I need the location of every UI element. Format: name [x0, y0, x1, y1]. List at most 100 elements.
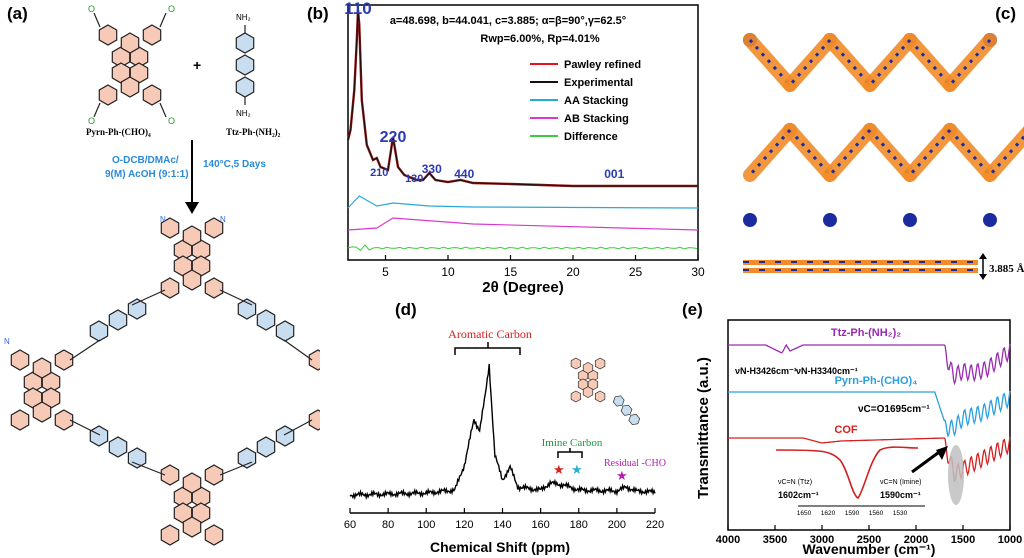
nmr-structure-inset [571, 358, 641, 427]
fit-params: Rwp=6.00%, Rp=4.01% [480, 33, 599, 45]
plus-sign: + [193, 57, 201, 73]
ann-cn1-top: νC=N (Ttz) [778, 479, 812, 486]
panel-a: (a) O O O O P [0, 0, 320, 558]
ftir-series-line [728, 390, 1011, 438]
nmr-xtick-label: 200 [608, 519, 626, 531]
panel-b: (b) a=48.698, b=44.041, c=3.885; α=β=90°… [300, 0, 710, 300]
nmr-xlabel: Chemical Shift (ppm) [430, 539, 570, 555]
atom-o-1: O [88, 4, 95, 14]
nh2-bottom: NH₂ [236, 109, 251, 118]
xrd-xtick-label: 25 [629, 265, 643, 279]
panel-e-label: (e) [682, 300, 703, 319]
conditions-label: 140°C,5 Days [203, 159, 266, 170]
ftir-xtick-label: 4000 [716, 534, 740, 546]
nmr-xtick-label: 80 [382, 519, 394, 531]
nmr-xtick-label: 60 [344, 519, 356, 531]
panel-d: (d) Aromatic Carbon Imine Carbon Residua… [320, 300, 680, 558]
ftir-xlabel: Wavenumber (cm⁻¹) [803, 541, 936, 557]
star-cyan: ★ [571, 462, 583, 477]
lattice-strut [983, 126, 1024, 182]
ftir-xtick-label: 3500 [763, 534, 787, 546]
ann-cn1-val: 1602cm⁻¹ [778, 490, 819, 500]
xrd-peak-label: 330 [422, 162, 442, 176]
panel-a-label: (a) [7, 4, 28, 23]
panel-e: (e) Transmittance (a.u.) 4000 3500 3000 250… [680, 300, 1024, 558]
xrd-peak-label: 130 [405, 173, 423, 185]
panel-c: (c) 3.885 Å [715, 0, 1024, 300]
ftir-ylabel: Transmittance (a.u.) [695, 357, 712, 499]
aromatic-label: Aromatic Carbon [448, 327, 532, 341]
inset-tick-label: 1530 [893, 510, 908, 517]
atom-n-3: N [4, 337, 10, 346]
xrd-legend-label: AA Stacking [564, 95, 628, 107]
inset-cof-line [775, 446, 919, 500]
atom-o-2: O [168, 4, 175, 14]
cof-structure-render: 3.885 Å [743, 33, 1024, 280]
nmr-xtick-label: 120 [455, 519, 473, 531]
panel-c-label: (c) [995, 4, 1016, 23]
xrd-xtick-label: 5 [382, 265, 389, 279]
lattice-strut-n [908, 39, 952, 86]
lattice-node [743, 213, 757, 227]
reactant1-label: Pyrn-Ph-(CHO)₄ [86, 127, 151, 137]
xrd-chart: a=48.698, b=44.041, c=3.885; α=β=90°,γ=6… [344, 0, 705, 296]
xrd-xlabel: 2θ (Degree) [482, 279, 563, 296]
ftir-xtick-label: 1000 [998, 534, 1022, 546]
solvent-line1: O-DCB/DMAc/ [112, 155, 179, 166]
xrd-peak-label: 110 [344, 0, 371, 18]
star-purple: ★ [616, 468, 628, 483]
xrd-peak-label: 001 [604, 167, 624, 181]
lattice-node [823, 213, 837, 227]
lattice-strut-n [748, 39, 792, 86]
xrd-legend-label: Experimental [564, 77, 633, 89]
lattice-strut-n [908, 129, 952, 176]
lattice-node [903, 213, 917, 227]
inset-tick-label: 1590 [845, 510, 860, 517]
ftir-chart: Transmittance (a.u.) 4000 3500 3000 2500 200… [695, 319, 1022, 557]
series-label-cof: COF [834, 424, 858, 436]
xrd-xtick-label: 15 [504, 265, 518, 279]
ftir-series-line [728, 343, 1011, 386]
lattice-strut-n [788, 129, 832, 176]
lattice-strut-n [948, 129, 992, 176]
panel-a-scheme: O O O O Pyrn-Ph-(CHO)₄ + NH₂ NH₂ Ttz-Ph-… [4, 4, 320, 558]
xrd-experimental-line [347, 9, 698, 187]
xrd-peak-label: 210 [370, 167, 388, 179]
ann-cn2-top: νC=N (Imine) [880, 479, 921, 486]
cof-framework: N N N N [4, 215, 320, 545]
lattice-strut-n [748, 129, 792, 176]
xrd-ab-line [347, 217, 699, 231]
layer-spacing-label: 3.885 Å [989, 263, 1024, 275]
ann-cn2-val: 1590cm⁻¹ [880, 490, 921, 500]
reactant2-label: Ttz-Ph-(NH₂)₂ [226, 127, 281, 137]
series-label-ttz: Ttz-Ph-(NH₂)₂ [831, 327, 901, 339]
ftir-xtick-label: 1500 [951, 534, 975, 546]
solvent-line2: 9(M) AcOH (9:1:1) [105, 169, 189, 180]
xrd-xtick-label: 20 [566, 265, 580, 279]
nmr-xtick-label: 140 [493, 519, 511, 531]
xrd-difference-line [347, 244, 698, 252]
ftir-xtick-label: 3000 [810, 534, 834, 546]
ttz-monomer [236, 25, 253, 105]
xrd-xtick-label: 10 [441, 265, 455, 279]
nh2-top: NH₂ [236, 13, 251, 22]
ann-co: νC=O1695cm⁻¹ [858, 404, 930, 415]
lattice-strut-n [868, 39, 912, 86]
xrd-legend-label: AB Stacking [564, 113, 629, 125]
lattice-strut-n [948, 39, 992, 86]
nmr-spectrum [349, 363, 656, 501]
xrd-aa-line [347, 195, 699, 209]
pyrn-monomer [93, 12, 167, 118]
xrd-legend-label: Pawley refined [564, 59, 641, 71]
ftir-xtick-label: 2000 [904, 534, 928, 546]
lattice-strut-n [828, 39, 872, 86]
atom-o-4: O [168, 116, 175, 126]
ftir-series-line [728, 436, 1011, 483]
panel-d-label: (d) [395, 300, 417, 319]
nmr-xtick-label: 180 [570, 519, 588, 531]
cell-params: a=48.698, b=44.041, c=3.885; α=β=90°,γ=6… [390, 15, 626, 27]
nmr-xtick-label: 160 [531, 519, 549, 531]
nmr-xtick-label: 100 [417, 519, 435, 531]
lattice-strut-n [788, 39, 832, 86]
xrd-xtick-label: 30 [691, 265, 705, 279]
